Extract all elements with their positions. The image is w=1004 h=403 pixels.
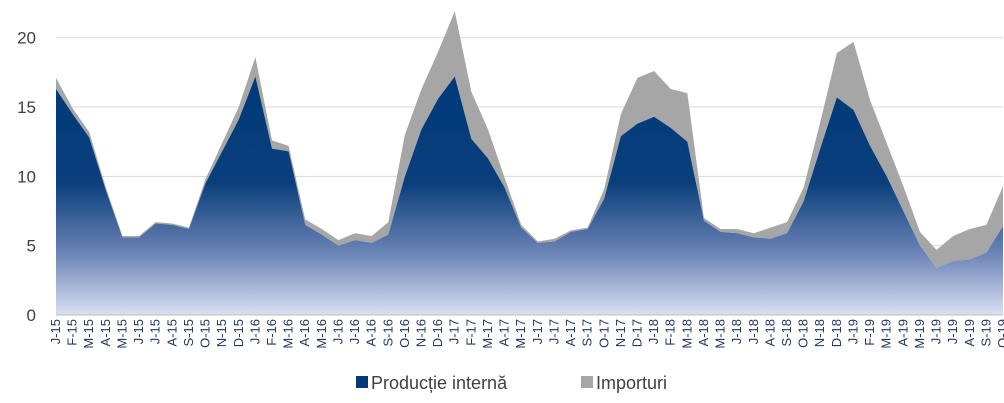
x-tick-label: J-15	[48, 319, 63, 344]
x-tick-label: J-19	[945, 319, 960, 344]
x-tick-label: M-18	[679, 319, 694, 349]
x-tick-label: O-16	[397, 319, 412, 348]
x-tick-label: J-16	[330, 319, 345, 344]
x-tick-label: S-15	[181, 319, 196, 346]
legend-label-productie: Producție internă	[371, 373, 508, 393]
x-tick-label: J-19	[845, 319, 860, 344]
x-tick-label: A-17	[563, 319, 578, 346]
y-tick-label: 5	[27, 237, 36, 256]
x-tick-label: A-15	[98, 319, 113, 346]
x-tick-label: N-15	[214, 319, 229, 347]
x-tick-label: J-19	[929, 319, 944, 344]
x-tick-label: J-15	[148, 319, 163, 344]
x-tick-label: J-16	[347, 319, 362, 344]
x-tick-label: J-18	[646, 319, 661, 344]
legend-swatch-importuri	[581, 376, 593, 388]
x-tick-label: O-15	[198, 319, 213, 348]
legend: Producție internă Importuri	[356, 373, 667, 393]
x-tick-label: N-18	[812, 319, 827, 347]
y-tick-label: 0	[27, 306, 36, 325]
x-tick-label: J-17	[530, 319, 545, 344]
x-tick-label: J-17	[546, 319, 561, 344]
x-tick-label: J-15	[131, 319, 146, 344]
x-tick-label: D-18	[829, 319, 844, 347]
series-areas	[56, 11, 1003, 315]
x-tick-label: D-15	[231, 319, 246, 347]
x-tick-label: M-19	[879, 319, 894, 349]
x-tick-label: J-18	[729, 319, 744, 344]
y-tick-label: 10	[17, 167, 36, 186]
x-tick-label: N-17	[613, 319, 628, 347]
x-tick-label: A-19	[895, 319, 910, 346]
x-tick-label: M-17	[480, 319, 495, 349]
x-tick-label: M-16	[281, 319, 296, 349]
x-tick-label: M-17	[513, 319, 528, 349]
x-tick-label: D-16	[430, 319, 445, 347]
x-tick-label: F-15	[65, 319, 80, 346]
x-tick-label: M-19	[912, 319, 927, 349]
y-tick-label: 20	[17, 29, 36, 48]
x-tick-label: A-15	[164, 319, 179, 346]
x-tick-label: M-18	[713, 319, 728, 349]
x-tick-label: F-17	[463, 319, 478, 346]
x-tick-label: S-19	[978, 319, 993, 346]
x-tick-label: M-15	[114, 319, 129, 349]
x-tick-label: A-18	[696, 319, 711, 346]
x-tick-label: F-18	[663, 319, 678, 346]
x-tick-label: O-18	[796, 319, 811, 348]
y-tick-label: 15	[17, 98, 36, 117]
x-tick-label: M-16	[314, 319, 329, 349]
x-tick-label: A-18	[762, 319, 777, 346]
x-tick-label: J-16	[247, 319, 262, 344]
series-area-productie-interna	[56, 76, 1003, 315]
x-axis: J-15 F-15 M-15 A-15 M-15 J-15 J-15 A-15 S-15 O-15…	[48, 314, 1004, 349]
x-tick-label: F-19	[862, 319, 877, 346]
x-tick-label: S-18	[779, 319, 794, 346]
x-tick-label: A-16	[297, 319, 312, 346]
x-tick-label: N-16	[414, 319, 429, 347]
x-tick-label: O-19	[995, 319, 1004, 348]
x-tick-label: S-17	[580, 319, 595, 346]
x-tick-label: A-16	[364, 319, 379, 346]
x-tick-label: J-18	[746, 319, 761, 344]
x-tick-label: S-16	[380, 319, 395, 346]
x-tick-label: O-17	[596, 319, 611, 348]
legend-swatch-productie	[356, 376, 368, 388]
x-tick-label: D-17	[629, 319, 644, 347]
legend-label-importuri: Importuri	[596, 373, 667, 393]
x-tick-label: A-19	[962, 319, 977, 346]
x-tick-label: J-17	[447, 319, 462, 344]
x-tick-label: F-16	[264, 319, 279, 346]
x-tick-label: M-15	[81, 319, 96, 349]
y-axis: 0 5 10 15 20	[17, 29, 36, 325]
x-tick-label: A-17	[497, 319, 512, 346]
